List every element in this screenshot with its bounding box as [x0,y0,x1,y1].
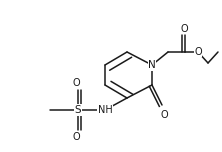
Text: O: O [180,24,188,34]
Text: O: O [72,78,80,88]
Text: N: N [148,60,156,70]
Text: S: S [75,105,81,115]
Text: O: O [194,47,202,57]
Text: O: O [72,132,80,142]
Text: O: O [160,110,168,120]
Text: NH: NH [98,105,112,115]
